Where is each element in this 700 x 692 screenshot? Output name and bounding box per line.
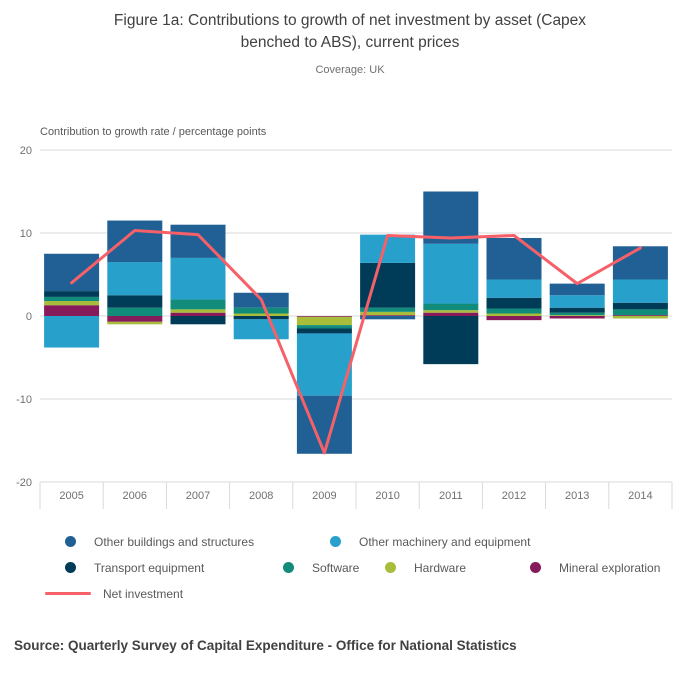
bar-segment bbox=[296, 325, 352, 329]
bar-segment bbox=[44, 315, 100, 348]
bar-segment bbox=[423, 303, 479, 311]
coverage-subtitle: Coverage: UK bbox=[315, 63, 385, 76]
legend-label-other-machinery: Other machinery and equipment bbox=[359, 534, 531, 549]
legend-swatch-hardware bbox=[385, 562, 396, 574]
bar-segment bbox=[549, 307, 605, 313]
bar-segment bbox=[44, 291, 100, 297]
legend-swatch-software bbox=[283, 562, 294, 574]
legend-swatch-other-buildings bbox=[65, 536, 76, 548]
bar-segment bbox=[612, 279, 668, 303]
legend-label-software: Software bbox=[312, 560, 360, 575]
bar-segment bbox=[486, 313, 542, 316]
legend-swatch-transport bbox=[65, 562, 76, 574]
x-axis-label: 2010 bbox=[375, 490, 399, 502]
bar-segment bbox=[423, 191, 479, 244]
bar-segment bbox=[296, 316, 352, 326]
bar-segment bbox=[360, 315, 416, 316]
bar-segment bbox=[360, 315, 416, 320]
bar-segment bbox=[233, 315, 289, 320]
figure-title: Figure 1a: Contributions to growth of ne… bbox=[113, 12, 587, 52]
bar-segment bbox=[233, 319, 289, 340]
x-axis-label: 2007 bbox=[186, 490, 210, 502]
legend-item-hardware: Hardware bbox=[385, 560, 466, 576]
legend-item-transport: Transport equipment bbox=[65, 560, 204, 576]
bar-segment bbox=[107, 220, 163, 262]
bar-segment bbox=[107, 295, 163, 308]
x-axis-label: 2005 bbox=[59, 490, 83, 502]
source-text: Source: Quarterly Survey of Capital Expe… bbox=[14, 637, 517, 653]
legend-label-mineral: Mineral exploration bbox=[559, 560, 661, 575]
y-axis-tick-label: 20 bbox=[20, 145, 32, 157]
bar-segment bbox=[549, 315, 605, 319]
legend-label-transport: Transport equipment bbox=[94, 560, 205, 575]
legend-item-net-investment: Net investment bbox=[45, 586, 183, 602]
bar-segment bbox=[486, 308, 542, 314]
legend-label-other-buildings: Other buildings and structures bbox=[94, 534, 255, 549]
bar-segment bbox=[170, 309, 226, 313]
bar-segment bbox=[423, 315, 479, 365]
legend-swatch-mineral bbox=[530, 562, 541, 574]
legend-item-software: Software bbox=[283, 560, 359, 576]
bar-segment bbox=[549, 283, 605, 296]
bar-segment bbox=[486, 237, 542, 280]
bar-segment bbox=[296, 315, 352, 317]
bar-segment bbox=[486, 315, 542, 321]
x-axis-label: 2008 bbox=[249, 490, 273, 502]
y-axis-title: Contribution to growth rate / percentage… bbox=[40, 125, 267, 138]
bar-segment bbox=[612, 246, 668, 280]
bar-segment bbox=[170, 312, 226, 316]
legend-label-net-investment: Net investment bbox=[103, 586, 184, 601]
y-axis-tick-label: 0 bbox=[26, 311, 32, 323]
bar-segment bbox=[486, 297, 542, 309]
bar-segment bbox=[107, 261, 163, 296]
bar-segment bbox=[296, 328, 352, 334]
x-axis-label: 2009 bbox=[312, 490, 336, 502]
bar-segment bbox=[170, 315, 226, 325]
bar-segment bbox=[423, 243, 479, 304]
bar-segment bbox=[44, 300, 100, 306]
bar-segment bbox=[233, 307, 289, 314]
x-axis-label: 2011 bbox=[439, 490, 463, 502]
bar-segment bbox=[170, 257, 226, 300]
bar-segment bbox=[612, 309, 668, 316]
legend-label-hardware: Hardware bbox=[414, 560, 467, 575]
bar-segment bbox=[233, 313, 289, 316]
bar-segment bbox=[423, 310, 479, 313]
bar-segment bbox=[44, 253, 100, 292]
bar-segment bbox=[423, 312, 479, 316]
bar-segment bbox=[360, 307, 416, 312]
bar-segment bbox=[612, 302, 668, 310]
bar-segment bbox=[549, 312, 605, 316]
bar-segment bbox=[170, 299, 226, 310]
bar-segment bbox=[549, 315, 605, 316]
legend-item-other-buildings: Other buildings and structures bbox=[65, 534, 254, 550]
bar-segment bbox=[612, 315, 668, 316]
bar-segment bbox=[44, 296, 100, 301]
bar-segment bbox=[360, 311, 416, 316]
bar-segment bbox=[486, 279, 542, 298]
bar-segment bbox=[612, 315, 668, 319]
legend-swatch-other-machinery bbox=[330, 536, 341, 548]
bar-segment bbox=[44, 305, 100, 316]
legend: Other buildings and structures Other mac… bbox=[45, 534, 700, 612]
bar-segment bbox=[107, 315, 163, 322]
legend-line-swatch-net-investment bbox=[45, 592, 91, 596]
net-investment-line bbox=[70, 228, 642, 455]
y-axis-tick-label: -20 bbox=[16, 477, 32, 489]
x-axis-label: 2013 bbox=[565, 490, 589, 502]
x-axis-label: 2014 bbox=[628, 490, 652, 502]
x-axis-label: 2006 bbox=[123, 490, 147, 502]
bar-segment bbox=[549, 295, 605, 308]
bar-segment bbox=[107, 321, 163, 325]
legend-item-other-machinery: Other machinery and equipment bbox=[330, 534, 530, 550]
x-axis-label: 2012 bbox=[502, 490, 526, 502]
bar-segment bbox=[107, 307, 163, 316]
legend-item-mineral: Mineral exploration bbox=[530, 560, 660, 576]
y-axis-tick-label: 10 bbox=[20, 228, 32, 240]
y-axis-tick-label: -10 bbox=[16, 394, 32, 406]
